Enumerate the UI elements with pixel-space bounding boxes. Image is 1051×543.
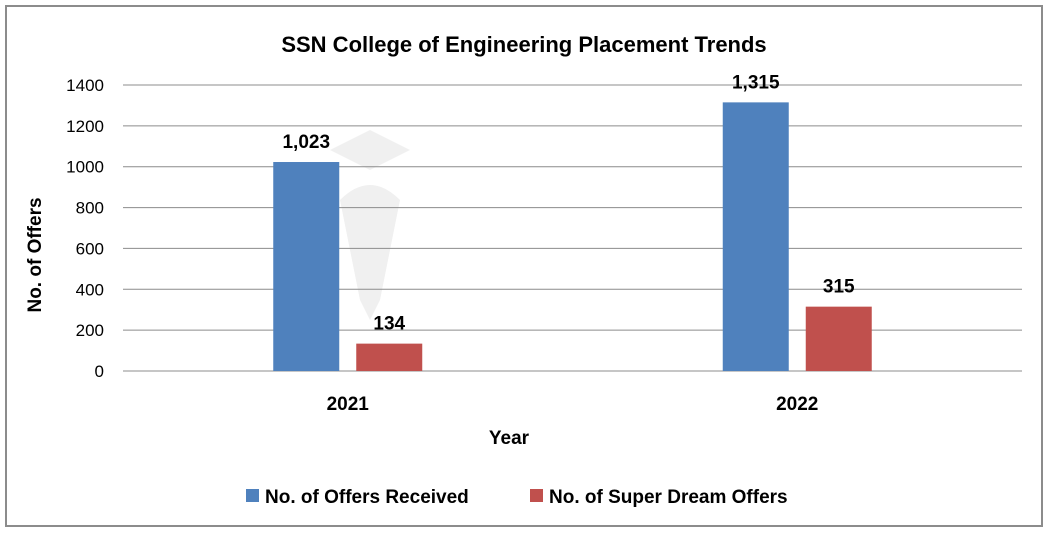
x-axis-label: Year — [489, 428, 530, 449]
x-tick-label: 2021 — [327, 394, 370, 415]
data-label: 1,023 — [282, 132, 330, 153]
y-tick-label: 1400 — [66, 76, 104, 95]
data-label: 134 — [373, 314, 405, 335]
y-tick-label: 400 — [76, 280, 104, 299]
chart-title: SSN College of Engineering Placement Tre… — [281, 32, 766, 57]
y-tick-label: 1200 — [66, 117, 104, 136]
y-tick-label: 1000 — [66, 158, 104, 177]
bar — [356, 343, 423, 371]
chart-frame — [5, 5, 1043, 527]
y-tick-label: 800 — [76, 199, 104, 218]
watermark-logo — [330, 130, 410, 320]
bar — [273, 162, 340, 371]
y-tick-label: 600 — [76, 239, 104, 258]
x-tick-label: 2022 — [776, 394, 818, 415]
y-tick-label: 200 — [76, 321, 104, 340]
legend-swatch — [246, 489, 259, 502]
data-label: 315 — [823, 277, 855, 298]
y-axis-label: No. of Offers — [25, 197, 46, 312]
legend-swatch — [530, 489, 543, 502]
y-tick-label: 0 — [95, 362, 104, 381]
bar — [805, 306, 872, 371]
legend-label: No. of Offers Received — [265, 487, 469, 508]
data-label: 1,315 — [732, 72, 780, 93]
legend-label: No. of Super Dream Offers — [549, 487, 788, 508]
bar — [722, 102, 789, 371]
